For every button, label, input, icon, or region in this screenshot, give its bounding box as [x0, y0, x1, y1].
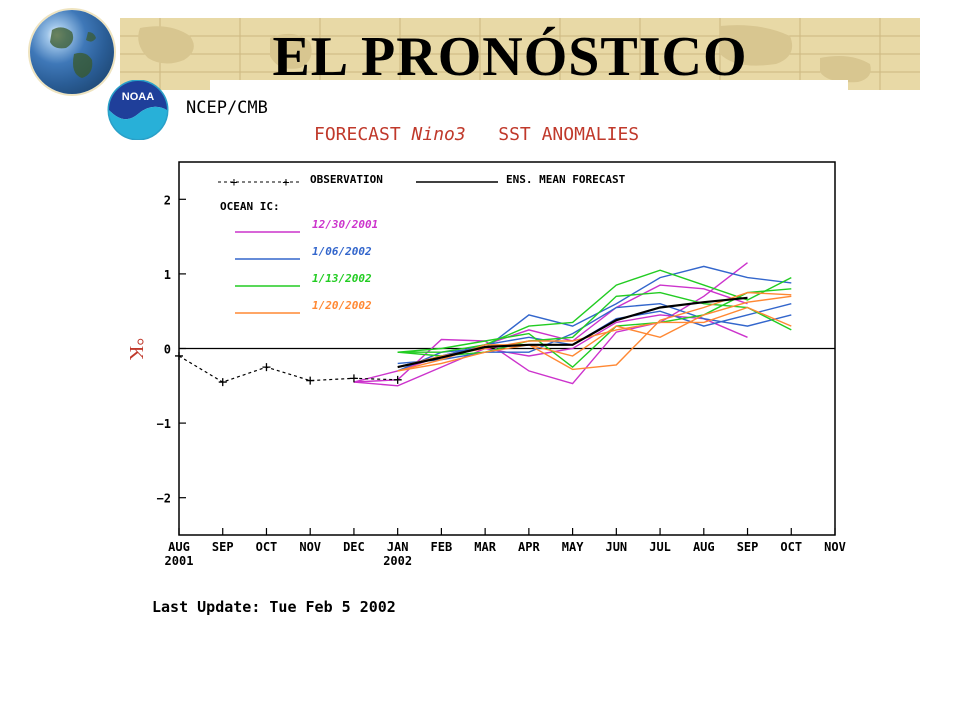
agency-label: NCEP/CMB	[186, 98, 268, 118]
legend-ic-label: 1/13/2002	[312, 272, 372, 285]
x-tick-sublabel: 2002	[383, 554, 412, 568]
x-tick-label: MAY	[562, 540, 584, 554]
observation-point	[218, 378, 227, 387]
ensemble-member-line	[353, 314, 748, 387]
globe-icon	[30, 10, 114, 94]
legend-ic-label: 1/06/2002	[312, 245, 372, 258]
forecast-title-prefix: FORECAST	[314, 124, 412, 145]
observation-point	[175, 351, 183, 360]
legend-ic-label: 1/20/2002	[312, 299, 372, 312]
ensemble-member-line	[353, 284, 748, 383]
x-tick-label: FEB	[431, 540, 453, 554]
observation-point	[262, 363, 271, 372]
y-tick-label: 2	[164, 193, 171, 207]
legend-ocean-ic-label: OCEAN IC:	[220, 200, 280, 213]
x-tick-label: NOV	[299, 540, 321, 554]
ensemble-member-line	[353, 262, 748, 385]
series-group	[175, 262, 792, 387]
y-tick-label: −1	[157, 417, 171, 431]
x-tick-label: AUG	[168, 540, 190, 554]
x-tick-label: JAN	[387, 540, 409, 554]
ensemble-member-line	[397, 269, 792, 353]
noaa-logo: NOAA	[107, 80, 169, 140]
last-update-text: Last Update: Tue Feb 5 2002	[152, 598, 396, 616]
x-tick-label: JUL	[649, 540, 671, 554]
x-tick-label: NOV	[824, 540, 846, 554]
x-tick-label: SEP	[737, 540, 759, 554]
observation-line	[178, 355, 398, 383]
x-tick-label: DEC	[343, 540, 365, 554]
ens-mean-line	[397, 296, 748, 369]
observation-point	[306, 376, 315, 385]
x-tick-sublabel: 2001	[165, 554, 194, 568]
legend-observation-mark: +	[230, 175, 237, 189]
forecast-title: FORECAST Nino3 SST ANOMALIES	[314, 124, 639, 145]
title-plate	[210, 80, 848, 98]
legend-observation-label: OBSERVATION	[310, 173, 383, 186]
y-tick-label: 0	[164, 343, 171, 357]
x-tick-label: JUN	[605, 540, 627, 554]
y-tick-label: −2	[157, 492, 171, 506]
legend-ic-label: 12/30/2001	[312, 218, 378, 231]
x-tick-label: SEP	[212, 540, 234, 554]
x-tick-label: OCT	[780, 540, 802, 554]
y-tick-label: 1	[164, 268, 171, 282]
title-banner	[120, 18, 920, 90]
observation-point	[349, 374, 358, 383]
page-title: EL PRONÓSTICO	[272, 26, 748, 88]
ensemble-member-line	[397, 302, 792, 365]
x-tick-label: MAR	[474, 540, 496, 554]
x-axis: AUG SEP OCT NOV DEC JAN FEB MAR APR MAY JUN JUL AUG S…	[165, 528, 846, 568]
x-tick-label: OCT	[256, 540, 278, 554]
noaa-logo-text: NOAA	[122, 91, 154, 103]
observation-point	[393, 375, 402, 384]
x-tick-label: AUG	[693, 540, 715, 554]
legend-observation-mark: +	[282, 175, 289, 189]
legend-ens-mean-label: ENS. MEAN FORECAST	[506, 173, 626, 186]
globe-land-icon	[50, 27, 96, 78]
y-axis-label: °K	[125, 338, 147, 361]
ensemble-member-line	[397, 291, 792, 357]
y-axis: 2 1 0 −1 −2	[157, 193, 186, 506]
legend-ic-entries: 12/30/2001 1/06/2002 1/13/2002 1/20/2002	[235, 218, 378, 314]
forecast-title-suffix: SST ANOMALIES	[465, 124, 640, 145]
x-tick-label: APR	[518, 540, 540, 554]
legend: + + OBSERVATION ENS. MEAN FORECAST OCEAN…	[218, 173, 626, 314]
ensemble-member-line	[397, 288, 792, 369]
world-map-background	[120, 18, 920, 90]
forecast-title-region: Nino3	[411, 124, 466, 145]
